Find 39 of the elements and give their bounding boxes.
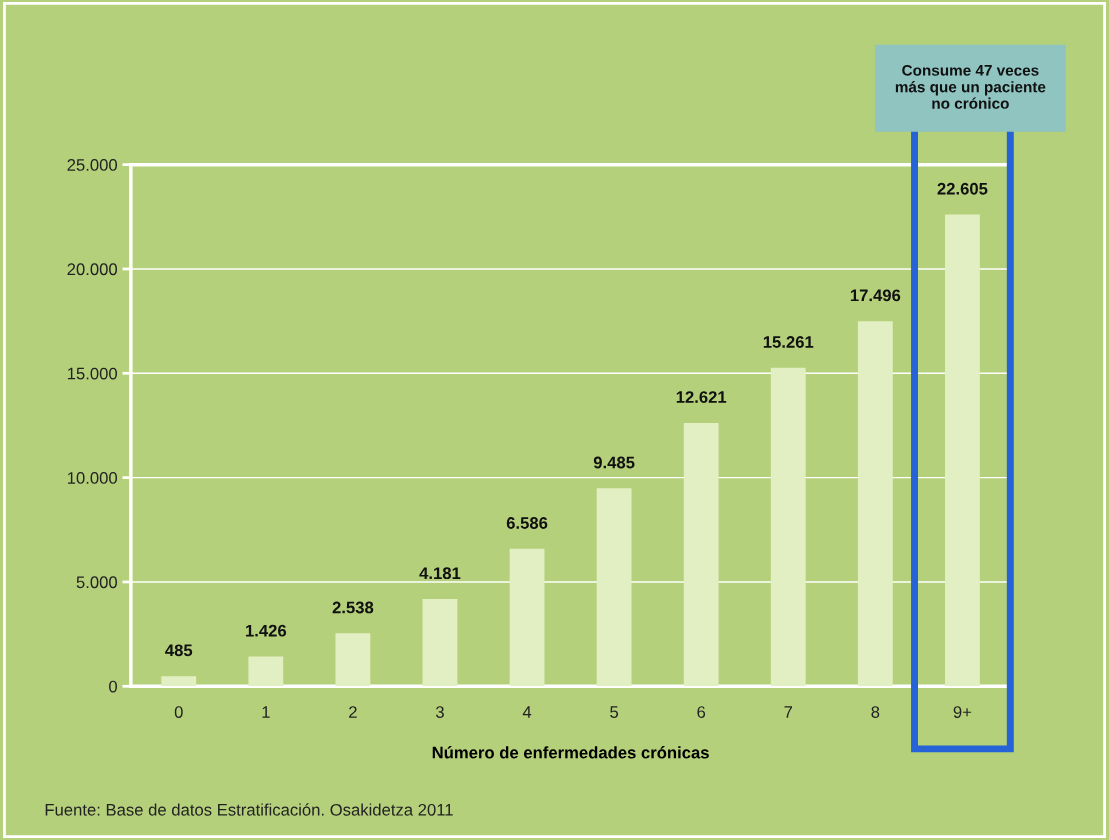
y-tick-label: 25.000 [67, 159, 118, 171]
bar [857, 321, 893, 687]
x-tick-label: 1 [262, 706, 270, 718]
x-tick-label: 8 [871, 706, 880, 718]
y-tick-label: 15.000 [67, 367, 118, 380]
bar [683, 422, 719, 687]
data-label: 1.426 [246, 624, 287, 637]
y-tick-label: 0 [109, 680, 118, 693]
data-label: 9.485 [593, 456, 635, 469]
bar [509, 548, 545, 687]
x-tick-label: 7 [784, 706, 793, 718]
data-label: 12.621 [676, 391, 727, 403]
text: Consume 47 veces más que un paciente no crónico [895, 64, 1046, 109]
bar [161, 676, 197, 687]
data-label: 2.538 [332, 601, 374, 614]
x-tick-label: 3 [435, 706, 444, 718]
bar [422, 599, 458, 687]
bar [248, 656, 284, 687]
x-tick-label: 2 [349, 706, 357, 718]
bar [770, 367, 806, 687]
data-label: 6.586 [506, 517, 548, 529]
y-tick-label: 5.000 [76, 576, 118, 589]
y-tick-label: 10.000 [67, 472, 118, 484]
data-label: 485 [165, 644, 193, 657]
x-tick-label: 9+ [953, 706, 972, 718]
data-label: 4.181 [419, 567, 461, 580]
x-tick-label: 6 [697, 706, 706, 718]
data-label: 17.496 [850, 289, 901, 302]
x-tick-label: 5 [610, 706, 619, 718]
bar [596, 488, 632, 687]
bar [944, 214, 980, 687]
x-tick-label: 4 [522, 706, 532, 718]
data-label: 15.261 [763, 336, 814, 348]
source-note: Fuente: Base de datos Estratificación. Osakidetza 2011 [45, 803, 453, 816]
bar [335, 633, 371, 687]
data-label: 22.605 [937, 182, 988, 195]
x-axis-title: Número de enfermedades crónicas [432, 746, 709, 759]
x-tick-label: 0 [174, 706, 183, 718]
y-tick-label: 20.000 [67, 263, 118, 276]
